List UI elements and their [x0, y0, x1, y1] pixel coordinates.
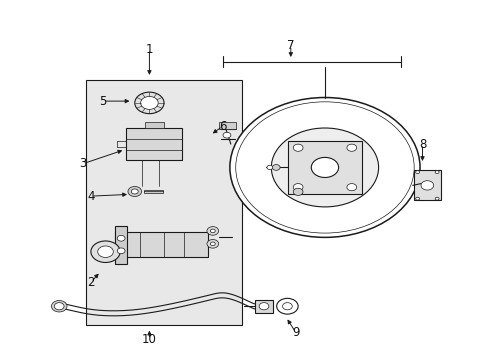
Text: 7: 7 [286, 39, 294, 52]
Bar [86, 80, 242, 325]
Circle shape [415, 197, 419, 200]
Circle shape [117, 248, 125, 254]
Circle shape [98, 246, 113, 257]
Circle shape [223, 132, 230, 138]
Circle shape [282, 303, 292, 310]
Circle shape [206, 226, 218, 235]
Circle shape [311, 157, 338, 177]
Circle shape [206, 239, 218, 248]
Text: 4: 4 [87, 190, 95, 203]
Circle shape [131, 189, 138, 194]
Text: 9: 9 [291, 326, 299, 339]
Polygon shape [413, 170, 440, 201]
Text: 6: 6 [218, 120, 226, 133]
Circle shape [293, 184, 303, 191]
Circle shape [271, 128, 378, 207]
Bar [255, 300, 272, 313]
Bar [144, 122, 163, 128]
Circle shape [229, 98, 419, 237]
Circle shape [346, 144, 356, 151]
Polygon shape [115, 226, 127, 264]
Text: 1: 1 [145, 42, 153, 55]
Circle shape [54, 303, 64, 310]
Polygon shape [288, 140, 361, 194]
Bar [115, 232, 207, 257]
Circle shape [210, 242, 215, 246]
Bar [126, 128, 182, 160]
Circle shape [51, 301, 67, 312]
Bar [219, 122, 236, 129]
Text: 10: 10 [142, 333, 157, 346]
Text: 2: 2 [87, 276, 95, 289]
Circle shape [141, 96, 158, 109]
Circle shape [346, 184, 356, 191]
Circle shape [415, 171, 419, 174]
Circle shape [128, 186, 142, 197]
Circle shape [272, 165, 280, 170]
Circle shape [434, 171, 438, 174]
Circle shape [434, 197, 438, 200]
Text: 5: 5 [99, 95, 106, 108]
Text: 3: 3 [79, 157, 86, 170]
Circle shape [420, 181, 433, 190]
Text: 8: 8 [418, 138, 426, 150]
Bar [143, 190, 163, 193]
Circle shape [91, 241, 120, 262]
Circle shape [210, 229, 215, 233]
Circle shape [293, 188, 303, 195]
Circle shape [266, 165, 272, 170]
Circle shape [117, 235, 125, 241]
Circle shape [293, 144, 303, 151]
Circle shape [135, 92, 163, 114]
Circle shape [259, 303, 268, 310]
